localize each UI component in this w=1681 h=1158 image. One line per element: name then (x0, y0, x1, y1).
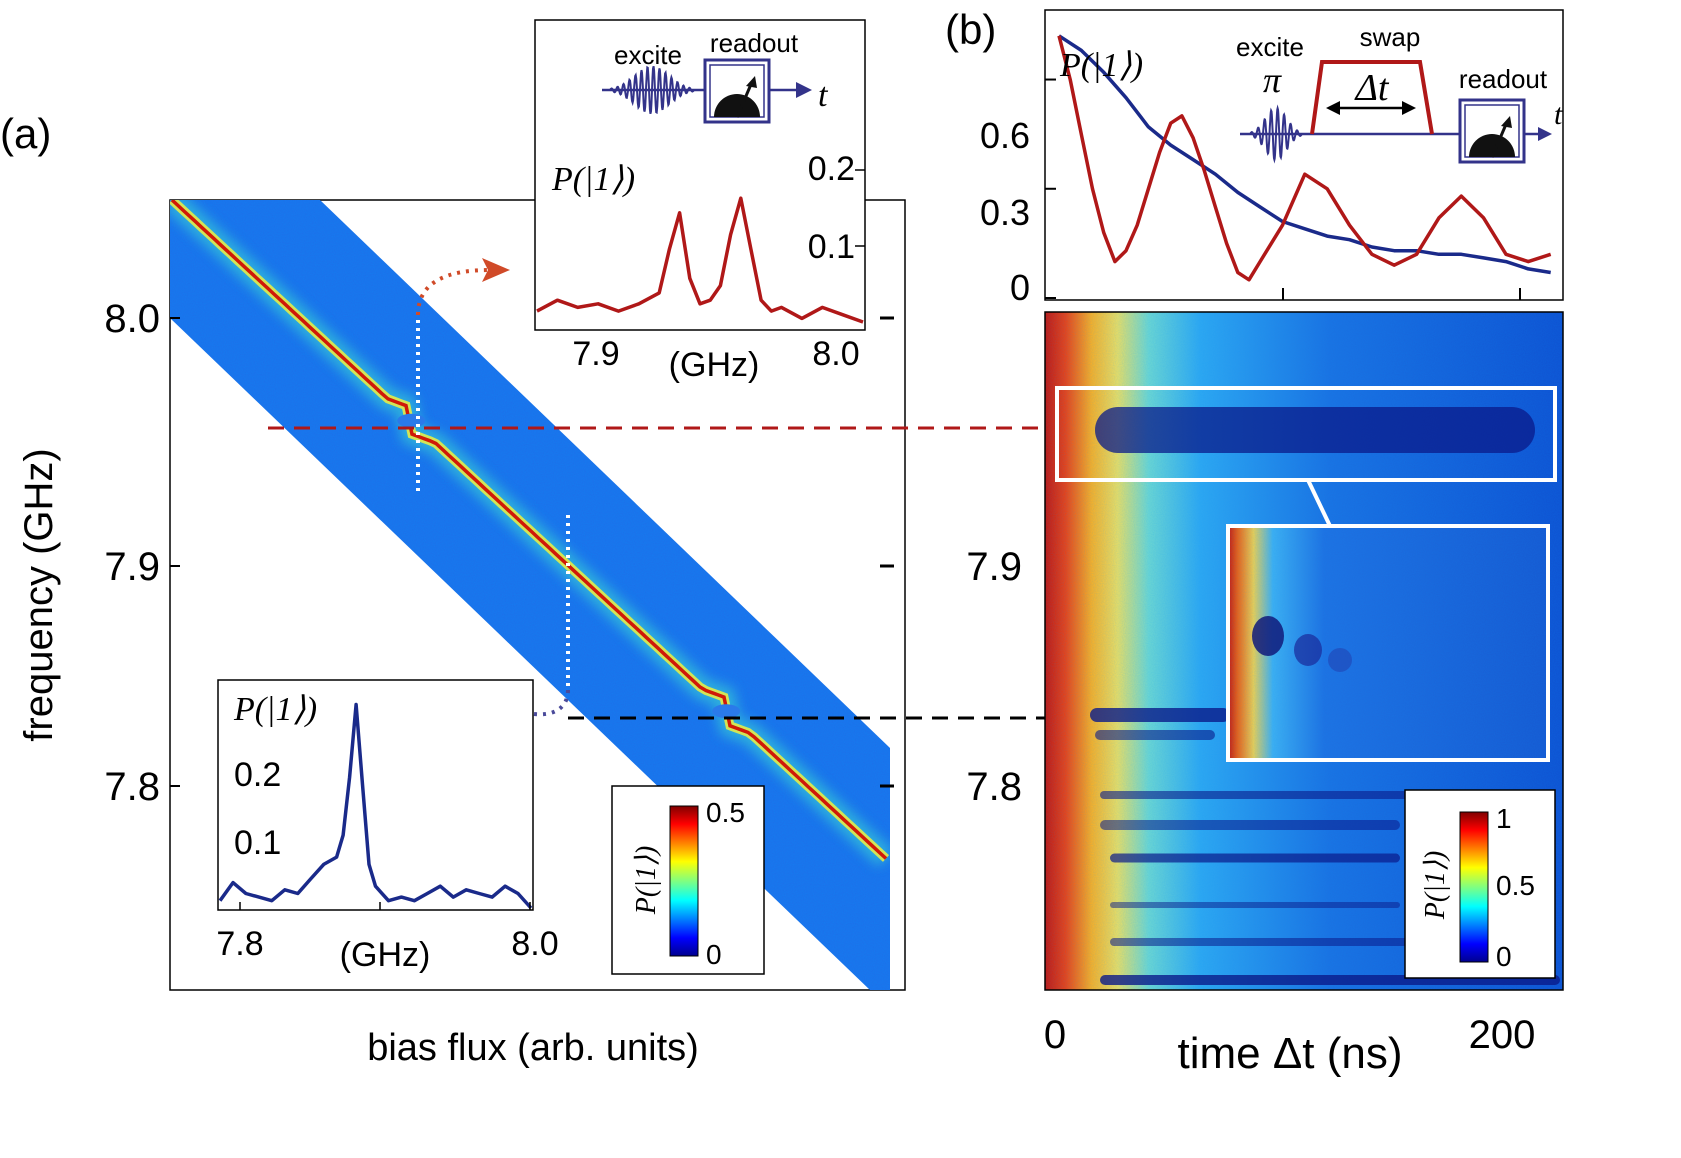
red-arrowhead-icon (482, 258, 510, 282)
panel-b-xtick-0: 0 (1044, 1013, 1066, 1057)
swap-streak-1 (1090, 708, 1230, 722)
panel-b-xlabel: time Δt (ns) (1178, 1029, 1403, 1078)
swap-ytick-2: 0 (1010, 267, 1030, 308)
top-inset-ylabel: P(|1⟩) (551, 161, 635, 198)
avoided-crossing-gap-1 (712, 704, 741, 719)
colorbar-b-max: 1 (1496, 803, 1512, 834)
swap-pulse-icon (1310, 60, 1434, 135)
panel-a-ytick-2: 7.8 (104, 765, 160, 809)
bottom-inset-trace (218, 702, 533, 910)
schematic-a-excite-label: excite (614, 40, 682, 70)
dt-arrow-left-icon (1326, 101, 1340, 115)
timeline-arrow-icon (796, 82, 812, 98)
ridge-core (170, 200, 888, 860)
swap-ytick-1: 0.3 (980, 192, 1030, 233)
schematic-b-swap-label: swap (1360, 22, 1421, 52)
zoom-connector-line (1306, 479, 1332, 527)
top-inset-ytick-1: 0.1 (808, 228, 855, 266)
arrow-to-top-inset (416, 268, 491, 316)
swap-streak-6 (1110, 902, 1400, 908)
avoided-crossing-gap-0 (397, 413, 426, 428)
top-inset-xlabel: (GHz) (669, 346, 760, 384)
swap-ytick-0: 0.6 (980, 115, 1030, 156)
colorbar-b-min: 0 (1496, 941, 1512, 972)
colorbar-b-mid: 0.5 (1496, 870, 1535, 901)
panel-a-ytick-0: 8.0 (104, 297, 160, 341)
swap-streak-7 (1110, 938, 1410, 946)
bottom-inset-spectrum: P(|1⟩) 0.2 0.1 7.8 8.0 (GHz) (216, 679, 559, 974)
colorbar-b-label: P(|1⟩) (1420, 851, 1451, 920)
bottom-inset-ytick-0: 0.2 (234, 756, 281, 794)
bottom-inset-xtick-0: 7.8 (216, 925, 263, 963)
top-inset-trace (536, 196, 864, 324)
panel-a-ytick-1: 7.9 (104, 545, 160, 589)
schematic-b-readout-label: readout (1459, 64, 1548, 94)
swap-series-1 (1057, 35, 1552, 282)
panel-b-xtick-1: 200 (1469, 1013, 1536, 1057)
bottom-inset-ylabel: P(|1⟩) (233, 691, 317, 728)
top-inset-xtick-0: 7.9 (572, 335, 619, 373)
colorbar-b: P(|1⟩) 1 0.5 0 (1404, 789, 1556, 979)
schematic-b-dt-label: Δt (1354, 67, 1390, 109)
colorbar-a-max: 0.5 (706, 797, 745, 828)
colorbar-a: P(|1⟩) 0.5 0 (611, 785, 765, 975)
swap-streak-2 (1095, 730, 1215, 740)
schematic-b-pi-label: π (1263, 60, 1282, 100)
panel-a-yticks: 8.0 7.9 7.8 (104, 297, 1056, 809)
colorbar-a-min: 0 (706, 939, 722, 970)
top-inset-spectrum: P(|1⟩) 0.2 0.1 7.9 8.0 (GHz) excite read… (534, 19, 866, 384)
dt-arrow-right-icon (1402, 101, 1416, 115)
swap-streak-4 (1100, 820, 1400, 830)
bottom-inset-ytick-1: 0.1 (234, 824, 281, 862)
swap-plot-ylabel: P(|1⟩) (1059, 47, 1143, 84)
schematic-b-excite-label: excite (1236, 32, 1304, 62)
timeline-b-arrow-icon (1538, 127, 1552, 141)
colorbar-a-label: P(|1⟩) (631, 846, 662, 915)
zoom-inset (1226, 524, 1550, 762)
pi-pulse-icon (1249, 104, 1303, 164)
y-axis-label: frequency (GHz) (17, 448, 61, 741)
panel-a-label: (a) (0, 110, 51, 157)
bottom-inset-xlabel: (GHz) (340, 936, 431, 974)
swap-streak-3 (1100, 791, 1410, 799)
schematic-a-t-label: t (818, 77, 829, 114)
zoom-highlight-box (1055, 386, 1557, 482)
schematic-a-readout-label: readout (710, 28, 799, 58)
swap-line-plot: P(|1⟩) 0.6 0.3 0 excite π swap readout Δ… (980, 9, 1564, 308)
top-inset-ytick-0: 0.2 (808, 150, 855, 188)
swap-series-0 (1058, 34, 1551, 275)
swap-dark-streaks (1090, 407, 1560, 985)
x-axis-label: bias flux (arb. units) (367, 1027, 699, 1069)
schematic-b-t-label: t (1554, 98, 1563, 131)
panel-b-label: (b) (945, 6, 996, 53)
excite-pulse-icon (609, 65, 695, 115)
panel-b-ytick-1: 7.8 (966, 765, 1022, 809)
top-inset-xtick-1: 8.0 (812, 335, 859, 373)
swap-heatmap-frame (1044, 311, 1564, 991)
swap-streak-5 (1110, 853, 1400, 863)
bottom-inset-xtick-1: 8.0 (511, 925, 558, 963)
panel-b-ytick-0: 7.9 (966, 545, 1022, 589)
swap-streak-0 (1095, 407, 1535, 453)
